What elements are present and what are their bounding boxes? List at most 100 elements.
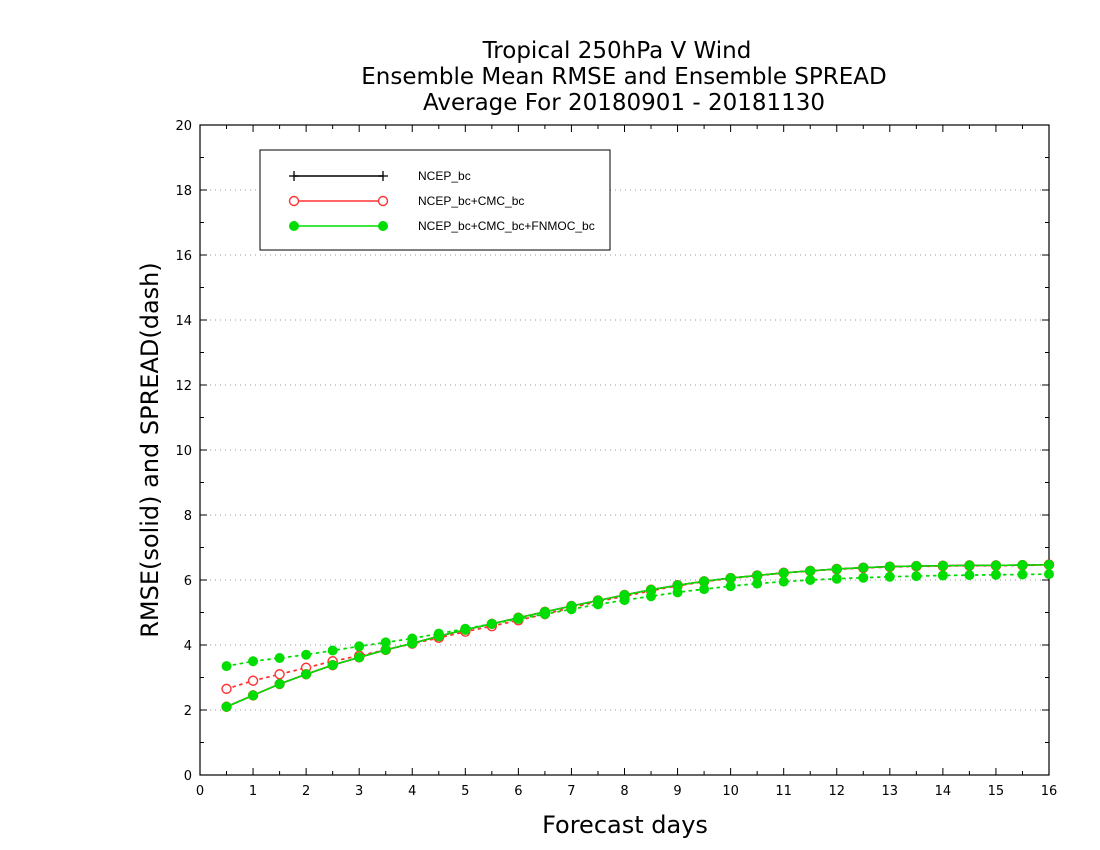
legend-label: NCEP_bc — [418, 169, 471, 183]
y-tick-label: 20 — [175, 119, 192, 134]
series-0 — [221, 559, 1054, 712]
spread-point — [831, 573, 842, 584]
spread-point — [937, 570, 948, 581]
x-tick-label: 10 — [722, 784, 739, 799]
rmse-point — [566, 601, 577, 611]
y-tick-label: 2 — [184, 704, 192, 719]
legend-marker — [378, 171, 388, 181]
x-tick-label: 12 — [828, 784, 845, 799]
rmse-point — [592, 595, 603, 606]
grid — [200, 189, 1049, 711]
x-tick-label: 16 — [1041, 784, 1058, 799]
legend-box — [259, 149, 611, 251]
rmse-point — [354, 652, 365, 663]
x-tick-label: 4 — [408, 784, 416, 799]
y-tick-label: 16 — [175, 249, 192, 264]
y-tick-label: 6 — [184, 574, 192, 589]
x-tick-label: 3 — [355, 784, 363, 799]
spread-point — [248, 656, 259, 667]
legend-label: NCEP_bc+CMC_bc+FNMOC_bc — [418, 219, 595, 233]
rmse-point — [884, 561, 895, 572]
chart-title-line-2: Ensemble Mean RMSE and Ensemble SPREAD — [361, 64, 886, 90]
rmse-point — [248, 690, 259, 701]
rmse-point — [964, 560, 975, 571]
x-tick-label: 9 — [673, 784, 681, 799]
spread-point — [274, 653, 285, 663]
y-tick-label: 12 — [175, 379, 192, 394]
x-tick-label: 8 — [620, 784, 628, 799]
x-tick-label: 5 — [461, 784, 469, 799]
rmse-point — [672, 580, 683, 591]
rmse-line — [226, 563, 1050, 708]
spread-point — [327, 645, 338, 656]
x-axis-label: Forecast days — [542, 811, 708, 839]
x-tick-label: 6 — [514, 784, 522, 799]
rmse-point — [911, 561, 922, 572]
spread-point — [672, 587, 683, 598]
rmse-point — [486, 618, 497, 629]
spread-point — [247, 675, 259, 686]
spread-point — [354, 641, 365, 652]
spread-point — [221, 683, 232, 695]
spread-point — [964, 570, 975, 581]
rmse-point — [1044, 559, 1054, 570]
rmse-point — [858, 562, 869, 573]
x-tick-label: 11 — [775, 784, 792, 799]
x-tick-label: 7 — [567, 784, 575, 799]
x-tick-label: 1 — [249, 784, 257, 799]
y-tick-label: 10 — [175, 444, 192, 459]
x-tick-label: 2 — [302, 784, 310, 799]
rmse-point — [619, 589, 630, 600]
legend: NCEP_bc NCEP_bc+CMC_bc NCEP_bc+CMC_bc+FNMO… — [259, 149, 611, 251]
rmse-point — [407, 638, 418, 649]
rmse-point — [221, 701, 232, 712]
spread-point — [380, 637, 391, 648]
rmse-point — [1017, 560, 1028, 571]
rmse-point — [460, 624, 471, 635]
legend-label: NCEP_bc+CMC_bc — [418, 194, 524, 208]
rmse-point — [513, 612, 524, 623]
rmse-point — [752, 570, 763, 581]
spread-point — [858, 572, 869, 583]
spread-point — [699, 584, 710, 595]
spread-line — [225, 563, 1050, 690]
legend-marker — [378, 221, 388, 231]
rmse-point — [274, 679, 285, 689]
x-tick-label: 14 — [935, 784, 952, 799]
spread-point — [274, 669, 285, 680]
rmse-point — [805, 565, 816, 576]
legend-marker — [377, 195, 389, 207]
rmse-line — [226, 563, 1050, 708]
rmse-line — [226, 563, 1050, 708]
x-tick-label: 13 — [882, 784, 899, 799]
spread-point — [990, 569, 1001, 580]
y-tick-label: 14 — [175, 314, 192, 329]
rmse-point — [831, 563, 842, 574]
rmse-point — [937, 560, 948, 571]
legend-marker — [288, 195, 300, 207]
rmse-point — [725, 573, 736, 584]
spread-point — [778, 576, 789, 587]
x-tick-label: 0 — [196, 784, 204, 799]
y-tick-label: 18 — [175, 184, 192, 199]
rmse-point — [778, 567, 789, 578]
rmse-point — [990, 560, 1001, 571]
rmse-point — [301, 669, 312, 680]
y-tick-label: 8 — [184, 509, 192, 524]
spread-point — [1017, 569, 1028, 580]
spread-point — [221, 661, 232, 672]
x-tick-label: 15 — [988, 784, 1005, 799]
spread-point — [752, 578, 763, 589]
rmse-point — [327, 660, 338, 671]
rmse-point — [433, 631, 444, 642]
spread-point — [911, 571, 922, 582]
y-tick-label: 4 — [184, 639, 192, 654]
spread-point — [1044, 569, 1054, 580]
chart-title-line-3: Average For 20180901 - 20181130 — [423, 90, 825, 116]
series-layer — [221, 559, 1055, 712]
y-tick-label: 0 — [184, 769, 192, 784]
spread-line — [225, 573, 1050, 668]
rmse-point — [699, 576, 710, 587]
